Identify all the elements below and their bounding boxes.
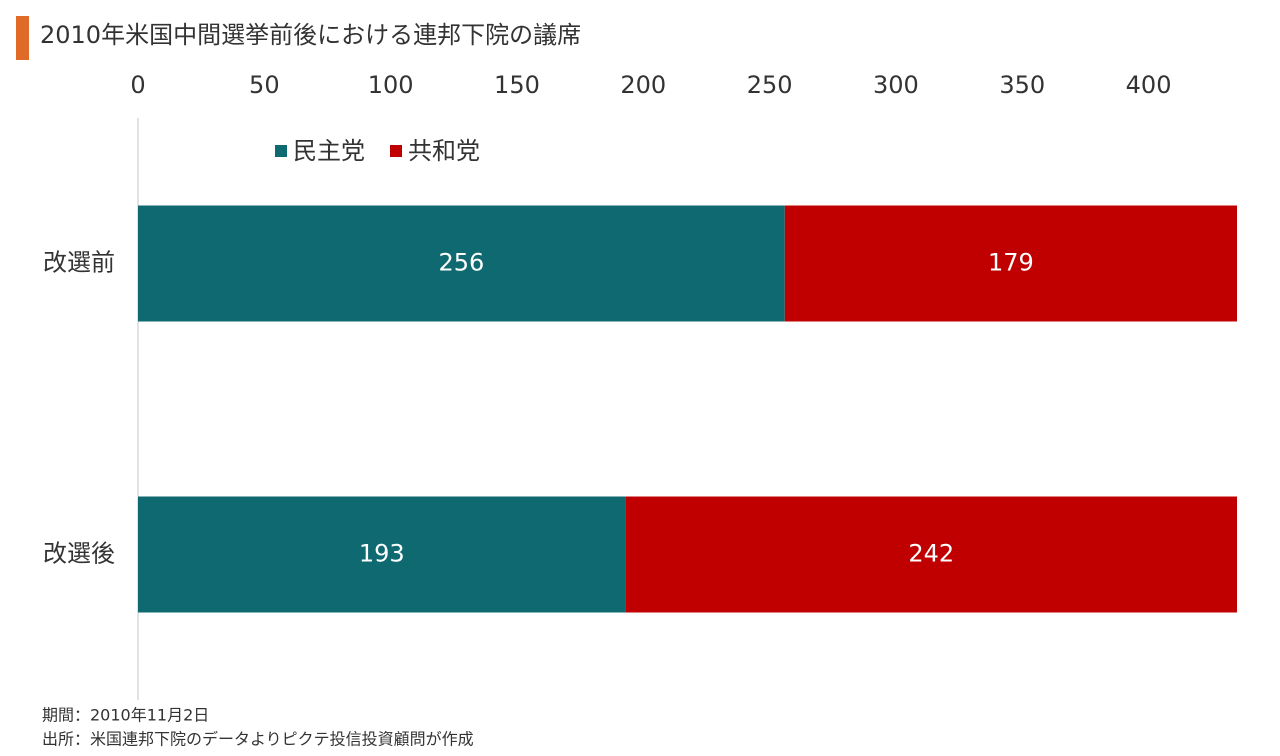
bar-segment — [138, 496, 626, 613]
legend-swatch — [275, 145, 287, 157]
bar-segment — [625, 496, 1237, 613]
data-label: 193 — [359, 540, 405, 568]
y-tick-label: 改選前 — [43, 249, 115, 277]
x-tick-label: 250 — [747, 71, 793, 99]
y-tick-label: 改選後 — [43, 540, 115, 568]
x-tick-label: 200 — [620, 71, 666, 99]
legend-swatch — [390, 145, 402, 157]
chart-title: 2010年米国中間選挙前後における連邦下院の議席 — [40, 21, 581, 49]
x-tick-label: 400 — [1126, 71, 1172, 99]
bar-segment — [138, 205, 785, 322]
x-tick-label: 0 — [130, 71, 145, 99]
legend-label: 民主党 — [293, 137, 365, 165]
legend-label: 共和党 — [408, 137, 480, 165]
data-label: 242 — [908, 540, 954, 568]
x-tick-label: 300 — [873, 71, 919, 99]
x-tick-label: 150 — [494, 71, 540, 99]
data-label: 179 — [988, 249, 1034, 277]
note: 出所：米国連邦下院のデータよりピクテ投信投資顧問が作成 — [42, 730, 474, 749]
data-label: 256 — [438, 249, 484, 277]
note: 期間：2010年11月2日 — [42, 706, 209, 725]
x-tick-label: 350 — [999, 71, 1045, 99]
title-accent — [16, 16, 29, 60]
x-tick-label: 100 — [368, 71, 414, 99]
bar-segment — [784, 205, 1237, 322]
x-tick-label: 50 — [249, 71, 280, 99]
